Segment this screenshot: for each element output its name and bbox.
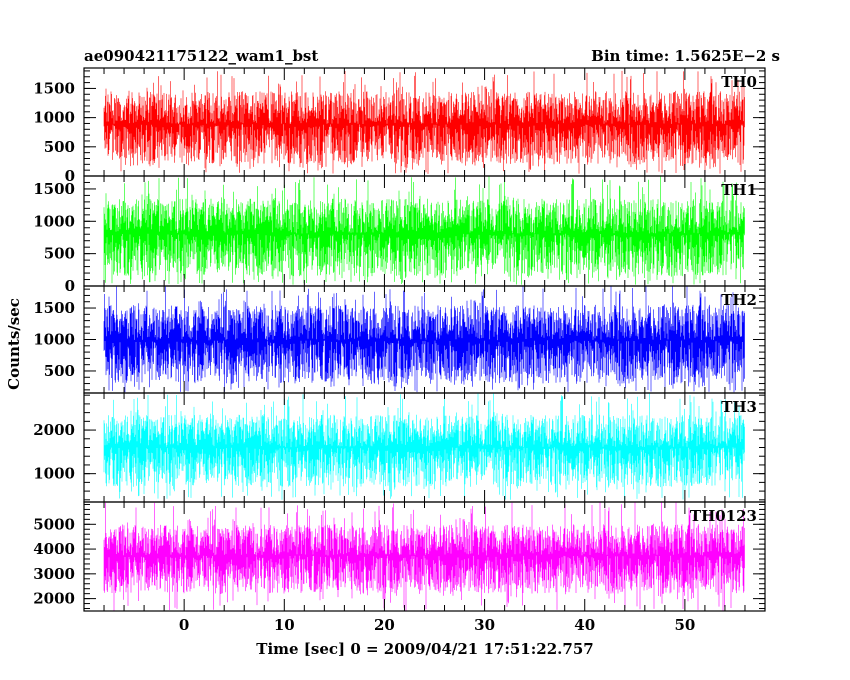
y-tick-label-th0123: 3000 (33, 565, 75, 583)
series-th0 (103, 70, 745, 174)
series-th0123 (103, 502, 745, 611)
panel-label-th0: TH0 (721, 73, 757, 91)
x-axis-label: Time [sec] 0 = 2009/04/21 17:51:22.757 (256, 640, 593, 658)
panel-label-th0123: TH0123 (690, 507, 757, 525)
y-tick-label-th1: 1500 (33, 180, 75, 198)
y-tick-label-th0123: 4000 (33, 540, 75, 558)
y-tick-label-th2: 1500 (33, 299, 75, 317)
y-tick-label-th0: 500 (44, 138, 75, 156)
x-tick-label: 40 (574, 616, 595, 634)
bin-time-label: Bin time: 1.5625E−2 s (591, 47, 780, 65)
y-tick-label-th2: 1000 (33, 331, 75, 349)
y-tick-label-th1: 0 (65, 277, 75, 295)
panel-label-th1: TH1 (721, 181, 757, 199)
x-tick-label: 20 (374, 616, 395, 634)
y-tick-label-th0123: 5000 (33, 515, 75, 533)
y-tick-label-th1: 1000 (33, 212, 75, 230)
x-tick-label: 30 (474, 616, 495, 634)
panel-label-th2: TH2 (721, 291, 757, 309)
x-tick-label: 10 (274, 616, 295, 634)
y-tick-label-th3: 1000 (33, 465, 75, 483)
y-tick-label-th2: 500 (44, 362, 75, 380)
x-tick-label: 0 (179, 616, 189, 634)
figure-title: ae090421175122_wam1_bst (84, 47, 318, 65)
y-tick-label-th0123: 2000 (33, 590, 75, 608)
y-tick-label-th0: 1500 (33, 79, 75, 97)
y-tick-label-th3: 2000 (33, 421, 75, 439)
x-tick-label: 50 (674, 616, 695, 634)
y-tick-label-th1: 500 (44, 245, 75, 263)
series-th3 (103, 393, 745, 500)
y-tick-label-th0: 0 (65, 167, 75, 185)
y-axis-label: Counts/sec (5, 298, 23, 390)
panel-label-th3: TH3 (721, 398, 757, 416)
y-tick-label-th0: 1000 (33, 109, 75, 127)
series-th2 (103, 286, 745, 393)
series-th1 (103, 176, 745, 285)
